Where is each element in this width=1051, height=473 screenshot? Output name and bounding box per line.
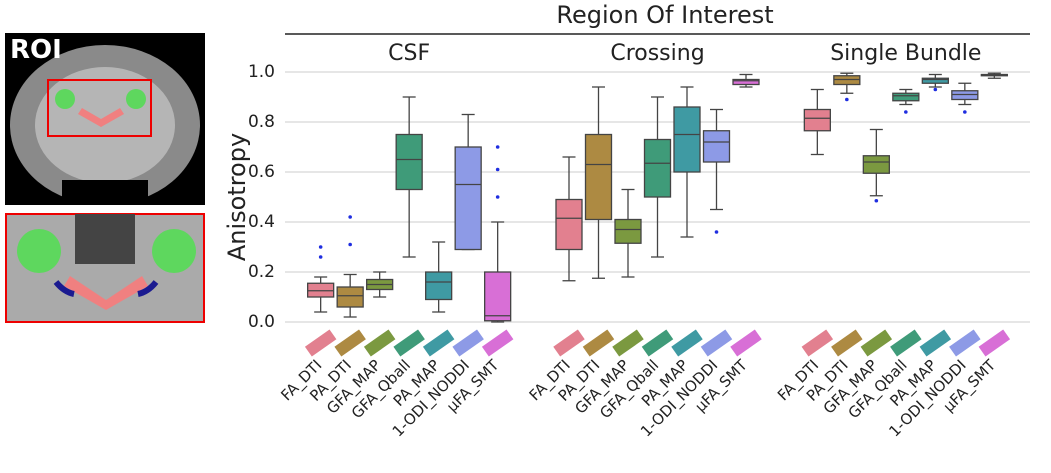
outlier bbox=[874, 198, 879, 203]
legend-swatch bbox=[452, 329, 484, 357]
legend-swatch bbox=[334, 329, 366, 357]
box bbox=[395, 133, 423, 191]
legend-swatch bbox=[801, 329, 834, 357]
y-tick-label: 1.0 bbox=[248, 62, 275, 82]
legend-swatch bbox=[978, 329, 1011, 357]
box bbox=[425, 271, 453, 301]
y-tick-label: 0.0 bbox=[248, 312, 275, 332]
outlier bbox=[495, 195, 500, 199]
box bbox=[454, 146, 482, 251]
legend-swatch bbox=[890, 329, 922, 357]
roi-crossing bbox=[137, 280, 159, 297]
box bbox=[643, 138, 672, 198]
category-label: CSF bbox=[388, 41, 430, 66]
roi-image: ROI bbox=[5, 33, 205, 323]
box bbox=[892, 92, 920, 102]
roi-crossing bbox=[53, 280, 75, 297]
legend-swatch bbox=[582, 329, 615, 357]
legend-swatch bbox=[304, 329, 337, 357]
box bbox=[484, 271, 512, 322]
box bbox=[732, 78, 760, 86]
y-tick-label: 0.6 bbox=[248, 162, 275, 182]
outlier bbox=[318, 255, 323, 259]
outlier bbox=[963, 110, 967, 114]
y-tick-label: 0.8 bbox=[248, 112, 275, 132]
brain-inner bbox=[35, 67, 175, 183]
outlier bbox=[904, 110, 908, 114]
box bbox=[862, 155, 890, 174]
legend-swatch bbox=[949, 329, 981, 357]
box bbox=[555, 198, 583, 251]
legend-swatch bbox=[612, 329, 644, 357]
box bbox=[803, 108, 831, 132]
legend-swatch bbox=[671, 329, 703, 357]
y-tick-label: 0.4 bbox=[248, 212, 275, 232]
outlier bbox=[495, 145, 500, 149]
box bbox=[702, 130, 731, 163]
legend-swatch bbox=[860, 329, 893, 357]
y-tick-label: 0.2 bbox=[248, 262, 275, 282]
legend-swatch bbox=[422, 329, 455, 357]
category-label: Single Bundle bbox=[830, 41, 981, 66]
legend-swatch bbox=[393, 329, 425, 357]
outlier bbox=[348, 242, 352, 247]
y-axis-label: Anisotropy bbox=[223, 133, 251, 261]
box bbox=[921, 77, 949, 84]
ventricle bbox=[75, 214, 135, 264]
outlier bbox=[348, 215, 352, 219]
roi-csf bbox=[17, 229, 61, 273]
roi-bundle bbox=[64, 276, 148, 310]
legend-swatch bbox=[730, 329, 762, 357]
legend-swatch bbox=[919, 329, 952, 357]
roi-csf bbox=[55, 89, 75, 109]
legend-swatch bbox=[553, 329, 585, 357]
roi-csf bbox=[126, 89, 146, 109]
roi-label: ROI bbox=[10, 35, 62, 65]
legend-swatch bbox=[641, 329, 674, 357]
legend-swatch bbox=[700, 329, 733, 357]
legend-swatch bbox=[831, 329, 863, 357]
outlier bbox=[318, 245, 323, 249]
outlier bbox=[933, 87, 938, 92]
outlier bbox=[495, 167, 500, 172]
box bbox=[336, 286, 364, 308]
box bbox=[584, 133, 613, 221]
outlier bbox=[714, 230, 719, 234]
chart-title: Region Of Interest bbox=[556, 1, 773, 29]
category-label: Crossing bbox=[610, 41, 704, 66]
box bbox=[673, 106, 701, 173]
gap bbox=[62, 180, 148, 205]
outlier bbox=[845, 97, 849, 102]
legend-swatch bbox=[481, 329, 514, 357]
legend-swatch bbox=[363, 329, 396, 357]
box bbox=[614, 218, 642, 244]
zoom-box bbox=[47, 79, 152, 137]
roi-csf bbox=[152, 229, 196, 273]
roi-bundle bbox=[78, 108, 124, 127]
